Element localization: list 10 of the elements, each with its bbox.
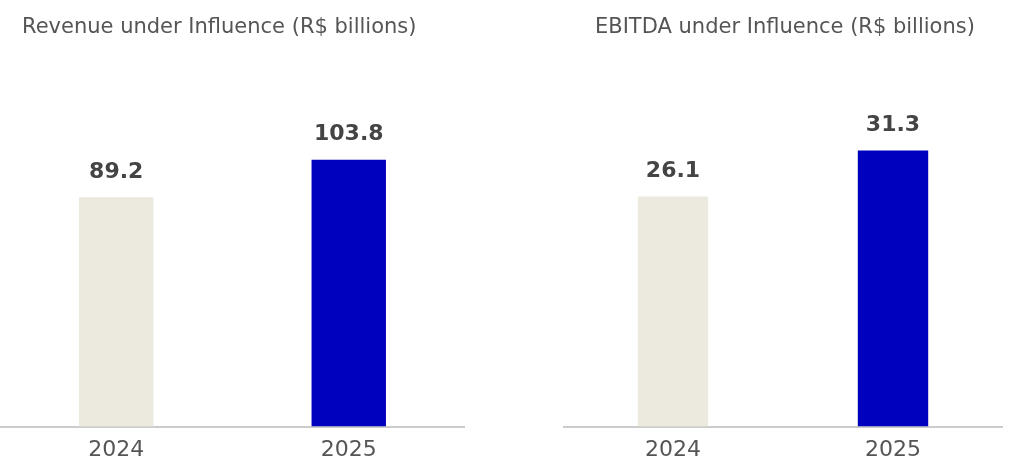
x-tick-label: 2024 xyxy=(645,435,701,461)
chart-title: EBITDA under Influence (R$ billions) xyxy=(594,13,976,40)
data-label: 31.3 xyxy=(865,111,921,137)
x-tick-label: 2025 xyxy=(320,435,377,461)
x-tick-label: 2025 xyxy=(865,435,921,461)
x-tick-label: 2024 xyxy=(88,435,145,461)
data-label: 103.8 xyxy=(313,120,384,146)
data-label: 26.1 xyxy=(645,157,701,183)
data-label: 89.2 xyxy=(89,157,144,183)
chart-title: Revenue under Influence (R$ billions) xyxy=(21,13,418,40)
